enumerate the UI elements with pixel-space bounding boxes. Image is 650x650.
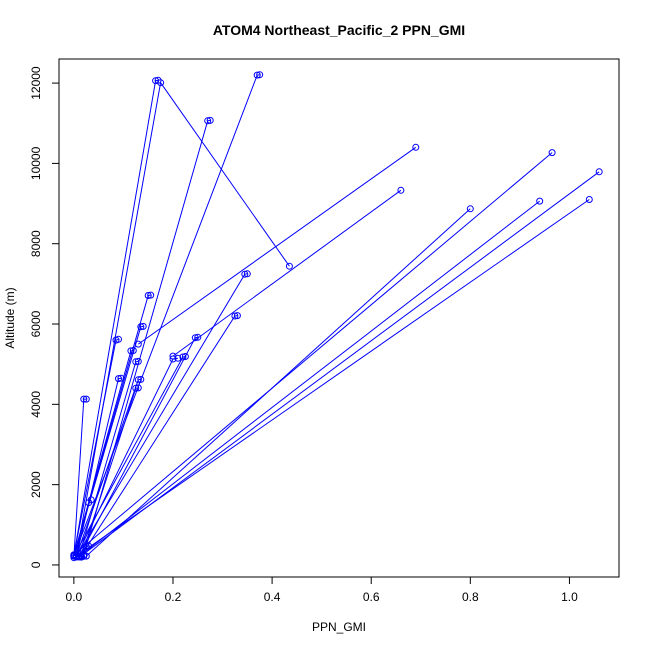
data-point [70,552,78,559]
data-point [285,262,293,270]
data-point [117,374,125,382]
data-series [72,79,293,560]
data-point [137,375,145,383]
data-series [75,197,544,560]
data-point [139,322,147,330]
data-point [466,205,474,213]
y-tick-label: 2000 [29,471,43,498]
data-point [134,384,142,392]
series-line [73,152,553,556]
series-line [73,325,144,556]
y-axis-label: Altitude (m) [3,287,17,348]
data-point [137,323,145,331]
data-point [169,352,177,360]
data-point [231,312,239,320]
data-point [204,117,212,125]
y-tick-label: 8000 [29,230,43,257]
x-tick-label: 0.0 [66,590,83,604]
x-tick-label: 0.6 [363,590,380,604]
series-line [78,200,541,557]
y-tick-label: 0 [29,561,43,568]
data-series [70,149,556,559]
data-point [243,270,251,278]
x-tick-label: 0.8 [462,590,479,604]
data-series [169,186,405,360]
data-point [157,79,165,87]
series-line [75,273,248,557]
series-line [73,79,159,556]
x-tick-label: 1.0 [561,590,578,604]
data-point [585,196,593,203]
data-series [72,196,593,560]
data-series [72,270,251,560]
x-axis-label: PPN_GMI [312,620,366,634]
plot-frame [58,58,620,578]
series-layer [70,71,603,562]
y-tick-label: 10000 [29,146,43,180]
data-series [134,143,420,348]
y-tick-label: 4000 [29,391,43,418]
x-tick-label: 0.4 [264,590,281,604]
data-point [256,71,264,79]
data-series [72,354,182,560]
series-line [172,189,402,357]
chart-title: ATOM4 Northeast_Pacific_2 PPN_GMI [213,22,465,38]
series-line [75,81,290,557]
series-line [85,208,471,557]
data-point [548,149,556,157]
data-point [82,395,90,403]
series-line [76,199,590,557]
data-point [115,335,122,343]
data-point [194,333,202,341]
data-point [412,143,420,151]
data-point [115,375,122,383]
data-point [132,384,140,392]
y-tick-label: 12000 [29,66,43,100]
series-line [138,146,417,345]
data-point [147,291,155,299]
data-point [144,292,152,299]
y-tick-label: 6000 [29,310,43,337]
data-series [70,552,88,562]
data-point [397,186,405,194]
data-point [206,116,214,124]
data-point [80,395,88,403]
data-point [241,270,249,278]
data-point [80,552,88,560]
y-axis: 0 2000 4000 6000 8000 10000 12000 [29,66,59,568]
x-axis: 0.0 0.2 0.4 0.6 0.8 1.0 [66,577,578,604]
data-point [181,353,189,360]
series-line [78,360,139,558]
series-line [78,336,198,558]
data-point [536,197,544,205]
data-point [253,71,261,79]
data-point [233,312,241,320]
data-point [595,168,603,176]
series-line [81,171,600,557]
data-point [134,340,142,348]
x-tick-label: 0.2 [165,590,182,604]
data-series [77,168,603,560]
